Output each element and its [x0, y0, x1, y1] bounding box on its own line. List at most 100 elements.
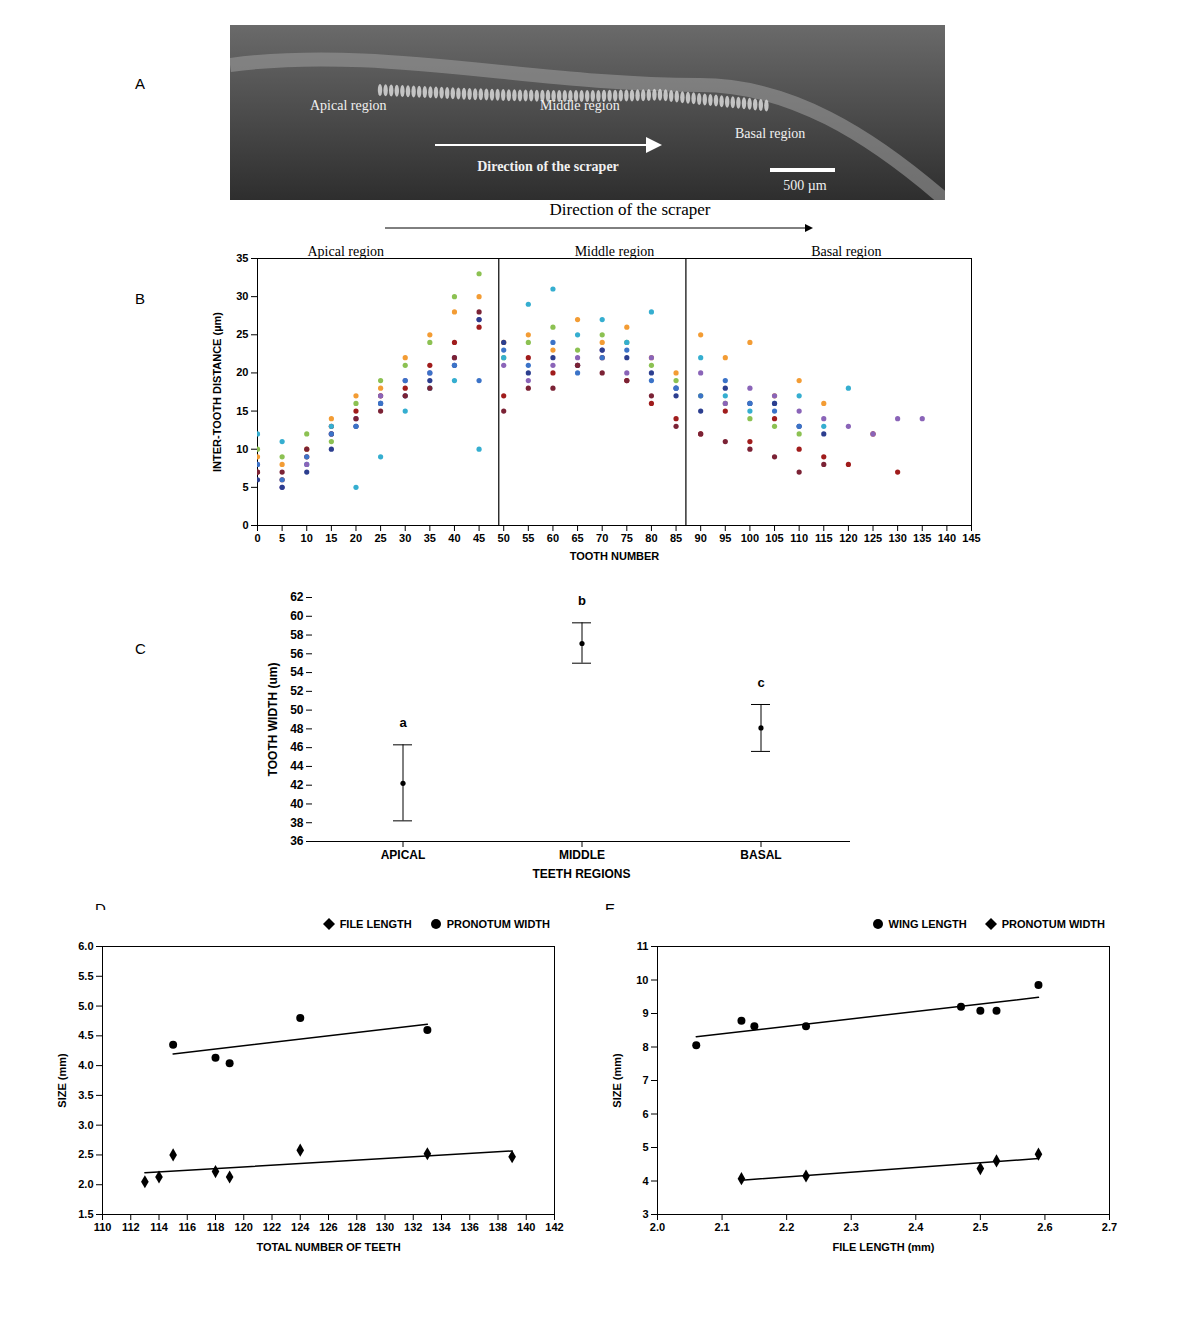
svg-text:2.5: 2.5: [973, 1221, 988, 1233]
svg-text:10: 10: [301, 532, 313, 544]
svg-text:3.0: 3.0: [78, 1119, 93, 1131]
svg-text:128: 128: [348, 1221, 366, 1233]
svg-text:2.5: 2.5: [78, 1148, 93, 1160]
svg-text:30: 30: [399, 532, 411, 544]
svg-text:62: 62: [290, 590, 304, 604]
svg-text:40: 40: [290, 797, 304, 811]
svg-text:140: 140: [938, 532, 956, 544]
svg-text:130: 130: [888, 532, 906, 544]
svg-text:105: 105: [765, 532, 783, 544]
svg-text:4.0: 4.0: [78, 1059, 93, 1071]
svg-text:20: 20: [236, 366, 248, 378]
svg-text:Middle region: Middle region: [540, 98, 620, 113]
svg-text:36: 36: [290, 834, 304, 848]
svg-text:44: 44: [290, 759, 304, 773]
svg-text:130: 130: [376, 1221, 394, 1233]
svg-text:55: 55: [522, 532, 534, 544]
svg-text:Apical region: Apical region: [310, 98, 387, 113]
svg-text:100: 100: [741, 532, 759, 544]
svg-text:138: 138: [489, 1221, 507, 1233]
svg-text:35: 35: [424, 532, 436, 544]
svg-text:FILE LENGTH (mm): FILE LENGTH (mm): [832, 1241, 934, 1253]
svg-text:0: 0: [254, 532, 260, 544]
svg-text:46: 46: [290, 740, 304, 754]
svg-text:2.7: 2.7: [1102, 1221, 1117, 1233]
svg-text:142: 142: [545, 1221, 563, 1233]
svg-text:INTER-TOOTH DISTANCE (µm): INTER-TOOTH DISTANCE (µm): [211, 312, 223, 472]
svg-text:6: 6: [642, 1108, 648, 1120]
svg-text:132: 132: [404, 1221, 422, 1233]
svg-text:120: 120: [839, 532, 857, 544]
svg-text:145: 145: [962, 532, 980, 544]
svg-text:5: 5: [279, 532, 285, 544]
svg-text:15: 15: [325, 532, 337, 544]
svg-text:3: 3: [642, 1208, 648, 1220]
svg-text:42: 42: [290, 778, 304, 792]
svg-text:50: 50: [498, 532, 510, 544]
svg-text:b: b: [578, 593, 586, 608]
svg-text:45: 45: [473, 532, 485, 544]
svg-text:TOTAL NUMBER OF TEETH: TOTAL NUMBER OF TEETH: [256, 1241, 400, 1253]
svg-text:TOOTH WIDTH (um): TOOTH WIDTH (um): [266, 663, 280, 777]
svg-text:110: 110: [790, 532, 808, 544]
svg-text:SIZE (mm): SIZE (mm): [611, 1053, 623, 1108]
svg-text:9: 9: [642, 1007, 648, 1019]
svg-text:2.0: 2.0: [78, 1178, 93, 1190]
svg-text:5.5: 5.5: [78, 970, 93, 982]
svg-text:2.4: 2.4: [908, 1221, 924, 1233]
svg-text:20: 20: [350, 532, 362, 544]
svg-text:50: 50: [290, 703, 304, 717]
svg-text:MIDDLE: MIDDLE: [559, 848, 605, 862]
svg-text:134: 134: [432, 1221, 451, 1233]
svg-text:c: c: [757, 675, 764, 690]
svg-text:Apical region: Apical region: [308, 244, 385, 259]
svg-text:2.3: 2.3: [844, 1221, 859, 1233]
svg-text:Basal region: Basal region: [811, 244, 881, 259]
svg-text:Direction of the scraper: Direction of the scraper: [477, 159, 619, 174]
svg-text:75: 75: [621, 532, 633, 544]
svg-text:6.0: 6.0: [78, 940, 93, 952]
svg-text:120: 120: [235, 1221, 253, 1233]
svg-text:5: 5: [242, 481, 248, 493]
svg-text:118: 118: [207, 1221, 225, 1233]
svg-text:114: 114: [150, 1221, 169, 1233]
svg-text:136: 136: [461, 1221, 479, 1233]
svg-text:70: 70: [596, 532, 608, 544]
svg-text:TEETH REGIONS: TEETH REGIONS: [532, 867, 630, 881]
svg-text:BASAL: BASAL: [740, 848, 781, 862]
svg-text:56: 56: [290, 647, 304, 661]
svg-text:1.5: 1.5: [78, 1208, 93, 1220]
svg-text:65: 65: [571, 532, 583, 544]
svg-text:TOOTH NUMBER: TOOTH NUMBER: [570, 550, 660, 562]
svg-text:500 µm: 500 µm: [783, 178, 827, 193]
svg-text:0: 0: [242, 519, 248, 531]
svg-text:58: 58: [290, 628, 304, 642]
svg-text:15: 15: [236, 405, 248, 417]
svg-text:Basal region: Basal region: [735, 126, 805, 141]
svg-text:60: 60: [290, 609, 304, 623]
svg-text:7: 7: [642, 1074, 648, 1086]
svg-text:124: 124: [291, 1221, 310, 1233]
svg-text:2.6: 2.6: [1037, 1221, 1052, 1233]
svg-text:10: 10: [636, 974, 648, 986]
svg-text:90: 90: [695, 532, 707, 544]
svg-text:30: 30: [236, 290, 248, 302]
svg-text:11: 11: [637, 940, 649, 952]
svg-text:85: 85: [670, 532, 682, 544]
svg-text:4.5: 4.5: [78, 1029, 93, 1041]
svg-text:5.0: 5.0: [78, 1000, 93, 1012]
svg-text:APICAL: APICAL: [381, 848, 426, 862]
svg-text:122: 122: [263, 1221, 281, 1233]
svg-text:2.2: 2.2: [779, 1221, 794, 1233]
svg-text:80: 80: [645, 532, 657, 544]
svg-text:116: 116: [178, 1221, 196, 1233]
svg-text:10: 10: [236, 443, 248, 455]
svg-text:5: 5: [642, 1141, 648, 1153]
svg-text:40: 40: [448, 532, 460, 544]
svg-text:35: 35: [236, 252, 248, 264]
svg-text:4: 4: [642, 1175, 649, 1187]
svg-text:125: 125: [864, 532, 882, 544]
svg-text:25: 25: [236, 328, 248, 340]
svg-text:38: 38: [290, 816, 304, 830]
svg-text:a: a: [399, 715, 407, 730]
